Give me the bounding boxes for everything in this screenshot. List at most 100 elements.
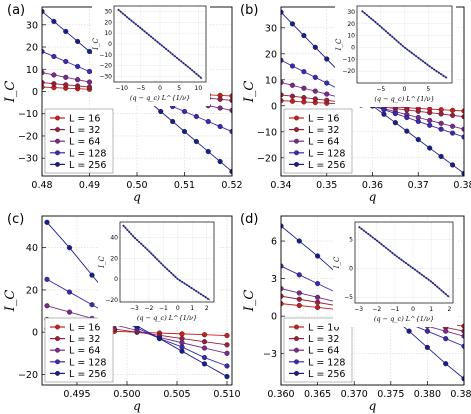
panel-a: (a) 0.48 0.49 0.50 0.51 0.52 −30 −20 −10 0 10 20 30 q… — [3, 3, 243, 204]
data-point — [461, 108, 464, 114]
data-point — [193, 113, 199, 120]
data-point — [63, 74, 69, 80]
inset: −3 −2 −1 0 1 2 −20 0 20 40 (q − q_c) L^{1/ν} I_C — [98, 220, 218, 326]
data-point — [392, 111, 398, 117]
legend-marker — [55, 150, 60, 156]
legend-label: L = 256 — [308, 160, 345, 171]
inset-x-axis-label: (q − q_c) L^{1/ν} — [374, 315, 434, 323]
data-point — [461, 134, 464, 140]
data-point — [51, 18, 57, 25]
data-point — [224, 350, 230, 356]
data-point — [438, 153, 444, 160]
data-point — [449, 107, 456, 113]
x-tick-label: 0.50 — [126, 180, 147, 191]
inset-x-tick-label: 0 — [403, 86, 407, 93]
data-point — [201, 345, 208, 351]
data-point — [75, 77, 81, 83]
y-axis-label: I_C — [242, 290, 257, 313]
data-point — [449, 123, 456, 129]
x-axis-label: q — [133, 190, 141, 204]
legend-marker — [55, 347, 60, 353]
data-point — [89, 302, 95, 308]
legend-marker — [55, 127, 60, 133]
legend-marker — [294, 347, 299, 353]
data-point — [289, 98, 296, 104]
x-tick-label: 0.380 — [414, 389, 441, 400]
data-point — [63, 58, 69, 65]
data-point — [42, 8, 45, 15]
data-point — [461, 333, 464, 339]
legend-label: L = 16 — [308, 323, 339, 334]
plot-frame — [280, 215, 465, 386]
data-point — [296, 238, 302, 244]
data-point — [170, 118, 176, 125]
inset-x-tick-label: −3 — [130, 305, 139, 312]
y-tick-label: 30 — [26, 20, 38, 31]
data-point — [86, 84, 93, 90]
data-point — [229, 107, 232, 113]
legend-label: L = 128 — [308, 148, 345, 159]
legend-label: L = 32 — [69, 125, 100, 136]
x-tick-label: 0.51 — [174, 180, 195, 191]
data-point — [205, 118, 211, 125]
y-tick-label: −20 — [18, 370, 38, 381]
data-point — [66, 245, 73, 251]
inset-collapse-core — [361, 10, 448, 79]
data-point — [449, 162, 456, 168]
data-point — [381, 111, 387, 117]
data-point — [181, 108, 188, 115]
data-point — [42, 48, 45, 55]
data-point — [301, 99, 307, 105]
legend-marker — [55, 359, 60, 365]
legend-marker — [294, 115, 299, 121]
inset-collapse-core — [358, 226, 450, 298]
inset-y-tick-label: 5 — [349, 236, 353, 243]
legend-label: L = 32 — [69, 334, 100, 345]
data-point — [324, 91, 330, 97]
data-point — [324, 97, 330, 103]
data-point — [158, 108, 164, 115]
data-point — [296, 290, 302, 296]
inset-y-tick-label: 0 — [351, 44, 355, 51]
inset-frame — [356, 5, 453, 84]
y-axis-label: I_C — [242, 81, 257, 104]
panel-label: (a) — [7, 3, 25, 18]
data-point — [289, 82, 296, 88]
legend-marker — [55, 138, 60, 144]
inset-collapse-core — [117, 9, 203, 79]
legend-label: L = 64 — [69, 346, 100, 357]
y-tick-label: −30 — [18, 154, 38, 165]
data-point — [315, 299, 321, 305]
data-point — [44, 219, 50, 225]
data-point — [449, 130, 456, 136]
data-point — [66, 309, 73, 315]
inset-collapse-core — [122, 224, 210, 301]
y-tick-label: −10 — [18, 109, 38, 120]
x-tick-label: 0.34 — [270, 180, 291, 191]
data-point — [301, 85, 307, 91]
data-point — [75, 63, 81, 70]
inset-x-tick-label: −2 — [372, 306, 381, 313]
data-point — [404, 128, 410, 134]
inset-y-tick-label: −10 — [99, 52, 112, 59]
legend-label: L = 32 — [308, 125, 339, 136]
data-point — [289, 63, 296, 69]
inset-y-axis-label: I_C — [92, 38, 100, 51]
inset-x-tick-label: 10 — [195, 85, 203, 92]
y-tick-label: 3 — [271, 274, 277, 285]
legend-marker — [294, 138, 299, 144]
panel-label: (d) — [240, 212, 258, 227]
legend-marker — [294, 150, 299, 156]
data-point — [301, 69, 307, 75]
legend-marker — [55, 336, 60, 342]
inset: −10 −5 0 5 10 −30 −20 −10 0 10 20 30 (q − q_c) L^{1/… — [92, 4, 210, 106]
x-tick-label: 0.37 — [408, 180, 429, 191]
y-tick-label: −20 — [18, 131, 38, 142]
x-axis-label: q — [369, 190, 377, 204]
inset: −5 0 5 −20 −10 0 10 20 30 (q − q_c) L^{1/ν} I_C — [335, 4, 456, 107]
y-tick-label: 20 — [26, 43, 38, 54]
inset-x-tick-label: 0 — [411, 306, 415, 313]
